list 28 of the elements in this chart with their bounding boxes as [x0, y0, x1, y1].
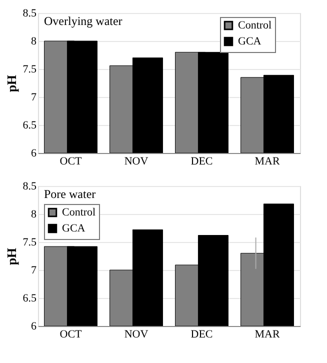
y-tick-label: 8.5	[22, 8, 37, 20]
y-tick-label: 7.5	[22, 236, 37, 248]
y-tick-label: 8	[31, 36, 37, 48]
chart-title: Pore water	[44, 187, 96, 201]
y-tick-label: 8.5	[22, 180, 37, 192]
legend-label: GCA	[238, 36, 262, 48]
y-axis-title: pH	[4, 74, 19, 92]
legend-label: Control	[238, 20, 272, 32]
x-tick-label: OCT	[60, 328, 82, 340]
y-tick-label: 6.5	[22, 292, 37, 304]
y-tick-label: 6.5	[22, 120, 37, 132]
y-tick-label: 8	[31, 208, 37, 220]
x-tick-label: DEC	[190, 328, 213, 340]
x-tick-label: NOV	[124, 156, 148, 168]
y-tick-label: 6	[31, 320, 37, 332]
y-tick-label: 7	[31, 92, 37, 104]
legend-label: GCA	[62, 222, 86, 234]
chart-title: Overlying water	[44, 14, 122, 28]
y-tick-label: 7.5	[22, 64, 37, 76]
legend-label: Control	[62, 206, 96, 218]
x-tick-label: DEC	[190, 156, 213, 168]
y-tick-label: 7	[31, 264, 37, 276]
y-axis-title: pH	[4, 248, 19, 266]
x-tick-label: NOV	[124, 328, 148, 340]
x-tick-label: MAR	[254, 156, 280, 168]
x-tick-label: MAR	[254, 328, 280, 340]
y-tick-label: 6	[31, 148, 37, 160]
x-tick-label: OCT	[60, 156, 82, 168]
